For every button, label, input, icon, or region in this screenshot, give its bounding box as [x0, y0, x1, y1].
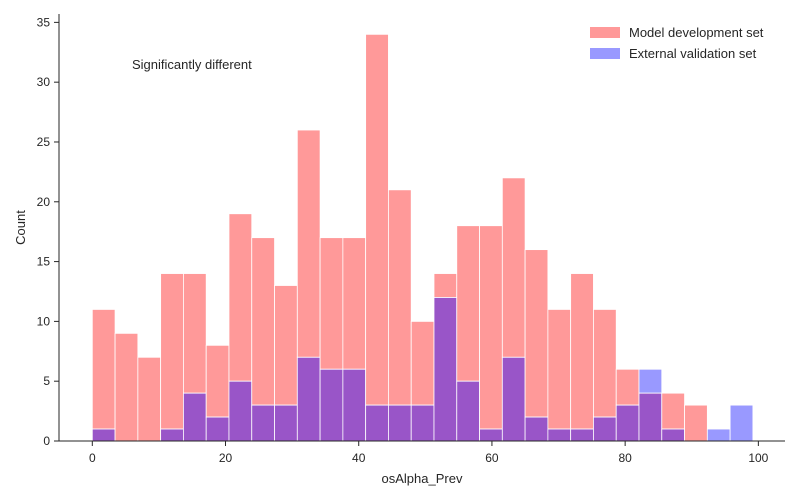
bar-model-development	[319, 237, 344, 370]
bar-model-development	[410, 320, 435, 406]
bar-model-development	[274, 285, 298, 406]
bar-external-validation	[638, 368, 663, 394]
bar-model-development	[593, 309, 617, 418]
bar-model-development	[251, 237, 275, 406]
legend: Model development set External validation…	[590, 25, 764, 61]
bar-model-development	[524, 249, 549, 418]
bar-model-development	[365, 33, 389, 406]
y-tick-label: 5	[43, 374, 50, 388]
bar-overlap	[365, 404, 389, 442]
y-tick-label: 20	[37, 195, 51, 209]
bar-model-development	[205, 344, 230, 418]
x-tick-label: 80	[618, 451, 632, 465]
bars-layer	[91, 33, 754, 442]
bar-model-development	[160, 273, 184, 430]
y-ticks: 0 5 10 15 20 25 30 35	[37, 15, 59, 448]
bar-external-validation	[729, 404, 754, 442]
bar-model-development	[388, 189, 412, 406]
bar-overlap	[342, 368, 367, 442]
bar-external-validation	[706, 428, 731, 442]
bar-overlap	[296, 356, 321, 442]
bar-overlap	[547, 428, 572, 442]
bar-overlap	[251, 404, 275, 442]
bar-overlap	[570, 428, 594, 442]
bar-model-development	[615, 368, 640, 406]
bar-overlap	[205, 416, 230, 442]
bar-model-development	[570, 273, 594, 430]
bar-overlap	[388, 404, 412, 442]
bar-overlap	[91, 428, 116, 442]
bar-overlap	[615, 404, 640, 442]
y-tick-label: 35	[37, 15, 51, 29]
bar-model-development	[661, 392, 685, 430]
bar-model-development	[137, 356, 162, 442]
bar-overlap	[410, 404, 435, 442]
bar-model-development	[547, 309, 572, 430]
bar-model-development	[228, 213, 253, 382]
bar-overlap	[479, 428, 503, 442]
x-tick-label: 100	[748, 451, 768, 465]
y-tick-label: 25	[37, 135, 51, 149]
bar-overlap	[638, 392, 663, 442]
bar-overlap	[274, 404, 298, 442]
bar-overlap	[183, 392, 207, 442]
y-tick-label: 15	[37, 255, 51, 269]
legend-swatch	[590, 27, 620, 38]
bar-overlap	[433, 297, 458, 442]
annotation-text: Significantly different	[132, 57, 252, 72]
x-tick-label: 0	[89, 451, 96, 465]
bar-model-development	[479, 225, 503, 430]
bar-overlap	[501, 356, 526, 442]
y-axis-title: Count	[13, 210, 28, 245]
bar-overlap	[661, 428, 685, 442]
bar-overlap	[593, 416, 617, 442]
bar-overlap	[160, 428, 184, 442]
x-tick-label: 20	[219, 451, 233, 465]
bar-model-development	[91, 309, 116, 430]
bar-model-development	[114, 332, 139, 442]
x-axis-title: osAlpha_Prev	[382, 471, 463, 486]
legend-label: External validation set	[629, 46, 757, 61]
bar-model-development	[342, 237, 367, 370]
bar-overlap	[456, 380, 480, 442]
bar-model-development	[501, 177, 526, 358]
bar-model-development	[684, 404, 708, 442]
bar-overlap	[228, 380, 253, 442]
bar-model-development	[433, 273, 458, 298]
legend-swatch	[590, 48, 620, 59]
x-tick-label: 60	[485, 451, 499, 465]
legend-label: Model development set	[629, 25, 764, 40]
axes-layer	[58, 14, 785, 442]
y-tick-label: 10	[37, 314, 51, 328]
bar-overlap	[524, 416, 549, 442]
y-tick-label: 30	[37, 75, 51, 89]
bar-model-development	[183, 273, 207, 394]
y-tick-label: 0	[43, 434, 50, 448]
bar-model-development	[456, 225, 480, 382]
bar-model-development	[296, 129, 321, 358]
x-tick-label: 40	[352, 451, 366, 465]
bar-overlap	[319, 368, 344, 442]
x-ticks: 0 20 40 60 80 100	[89, 441, 769, 465]
